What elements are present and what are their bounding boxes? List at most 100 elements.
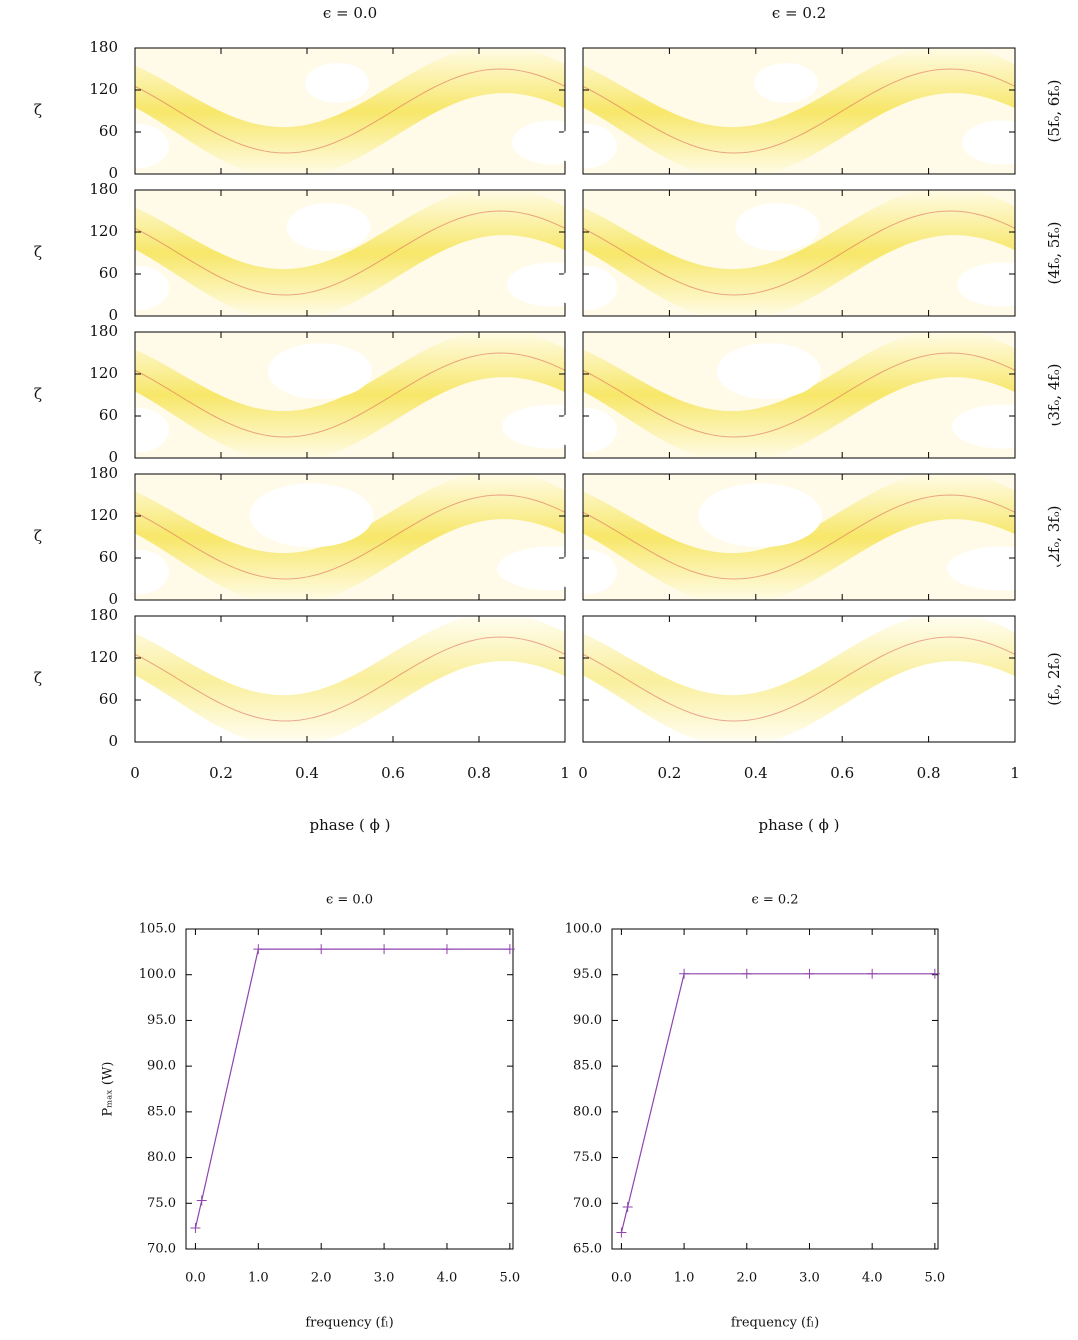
heatmap-hole: [267, 343, 372, 400]
y-tick-label: 0: [108, 732, 118, 750]
x-tick-label: 5.0: [500, 1271, 521, 1286]
data-point: [379, 944, 390, 955]
panel-frame: [582, 331, 1016, 459]
heatmap-panel: [109, 190, 598, 316]
y-tick-label: 100.0: [565, 922, 602, 937]
y-tick-label: 0: [108, 306, 118, 324]
heatmap-hole: [109, 124, 169, 168]
heatmap-ridge: [582, 68, 1016, 154]
panel-frame: [582, 189, 1016, 317]
heatmap-hole: [557, 408, 617, 452]
y-tick-label: 95.0: [147, 1013, 176, 1028]
y-tick-label: 100.0: [139, 967, 176, 982]
x-tick-label: 0: [578, 764, 588, 782]
heatmap-band: [583, 617, 1015, 741]
data-line: [194, 948, 510, 1229]
heatmap-hole: [557, 550, 617, 594]
heatmap-hole: [249, 483, 374, 548]
data-point: [867, 968, 878, 979]
y-tick-label: 180: [89, 38, 118, 56]
row-label: (4fₒ, 5fₒ): [1045, 222, 1063, 285]
y-tick-label: 70.0: [147, 1242, 176, 1257]
y-tick-label: 60: [99, 548, 118, 566]
x-tick-label: 0.2: [209, 764, 233, 782]
data-point: [190, 1222, 201, 1233]
heatmap-ridge: [134, 210, 566, 296]
heatmap-hole: [698, 483, 823, 548]
data-point: [253, 944, 264, 955]
y-axis-label: ζ: [34, 101, 42, 119]
data-line: [620, 973, 935, 1233]
heatmap-hole: [557, 266, 617, 310]
heatmap-band: [583, 333, 1015, 457]
heatmap-band: [135, 617, 565, 741]
y-tick-label: 0: [108, 164, 118, 182]
y-tick-label: 180: [89, 180, 118, 198]
x-tick-label: 3.0: [799, 1271, 820, 1286]
x-tick-label: 0.8: [467, 764, 491, 782]
heatmap-panel: [557, 474, 1058, 600]
heatmap-band: [583, 49, 1015, 173]
y-tick-label: 120: [89, 222, 118, 240]
chart-title: ϵ = 0.2: [751, 893, 798, 908]
panel-frame: [134, 473, 566, 601]
x-tick-label: 5.0: [925, 1271, 946, 1286]
x-axis-label: phase ( ϕ ): [758, 816, 839, 834]
panel-frame: [134, 331, 566, 459]
heatmap-hole: [735, 203, 820, 252]
data-point: [622, 1201, 633, 1212]
y-tick-label: 180: [89, 606, 118, 624]
row-label: (5fₒ, 6fₒ): [1045, 80, 1063, 143]
heatmap-band: [135, 191, 565, 315]
x-tick-label: 4.0: [862, 1271, 883, 1286]
row-label: (2fₒ, 3fₒ): [1045, 506, 1063, 569]
panel-frame: [582, 47, 1016, 175]
x-tick-label: 2.0: [311, 1271, 332, 1286]
y-tick-label: 80.0: [147, 1150, 176, 1165]
y-axis-label: ζ: [34, 669, 42, 687]
y-tick-label: 180: [89, 322, 118, 340]
y-tick-label: 180: [89, 464, 118, 482]
data-point: [616, 1227, 627, 1238]
x-axis-label: phase ( ϕ ): [309, 816, 390, 834]
heatmap-hole: [286, 203, 371, 252]
heatmap-ridge: [582, 636, 1016, 722]
x-tick-label: 0.6: [381, 764, 405, 782]
x-tick-label: 2.0: [736, 1271, 757, 1286]
heatmap-ridge: [134, 352, 566, 438]
heatmap-band: [135, 333, 565, 457]
heatmap-hole: [957, 262, 1048, 307]
y-tick-label: 105.0: [139, 922, 176, 937]
y-tick-label: 95.0: [573, 967, 602, 982]
y-tick-label: 70.0: [573, 1196, 602, 1211]
x-tick-label: 0: [130, 764, 140, 782]
y-tick-label: 120: [89, 364, 118, 382]
y-tick-label: 90.0: [147, 1059, 176, 1074]
data-point: [316, 944, 327, 955]
heatmap-hole: [109, 266, 169, 310]
heatmap-band: [135, 49, 565, 173]
heatmap-ridge: [582, 494, 1016, 580]
heatmap-ridge: [134, 494, 566, 580]
data-point: [929, 968, 940, 979]
x-tick-label: 0.2: [657, 764, 681, 782]
y-tick-label: 60: [99, 264, 118, 282]
x-tick-label: 0.6: [830, 764, 854, 782]
y-tick-label: 120: [89, 648, 118, 666]
heatmap-hole: [716, 343, 821, 400]
x-tick-label: 0.0: [611, 1271, 632, 1286]
y-tick-label: 85.0: [573, 1059, 602, 1074]
y-tick-label: 60: [99, 406, 118, 424]
heatmap-panel: [109, 474, 608, 600]
y-tick-label: 120: [89, 506, 118, 524]
heatmap-band: [583, 191, 1015, 315]
data-point: [196, 1195, 207, 1206]
panel-frame: [134, 615, 566, 743]
heatmap-hole: [109, 550, 169, 594]
panel-frame: [134, 47, 566, 175]
heatmap-hole: [305, 63, 370, 103]
panel-frame: [134, 189, 566, 317]
x-tick-label: 1.0: [674, 1271, 695, 1286]
x-tick-label: 4.0: [437, 1271, 458, 1286]
